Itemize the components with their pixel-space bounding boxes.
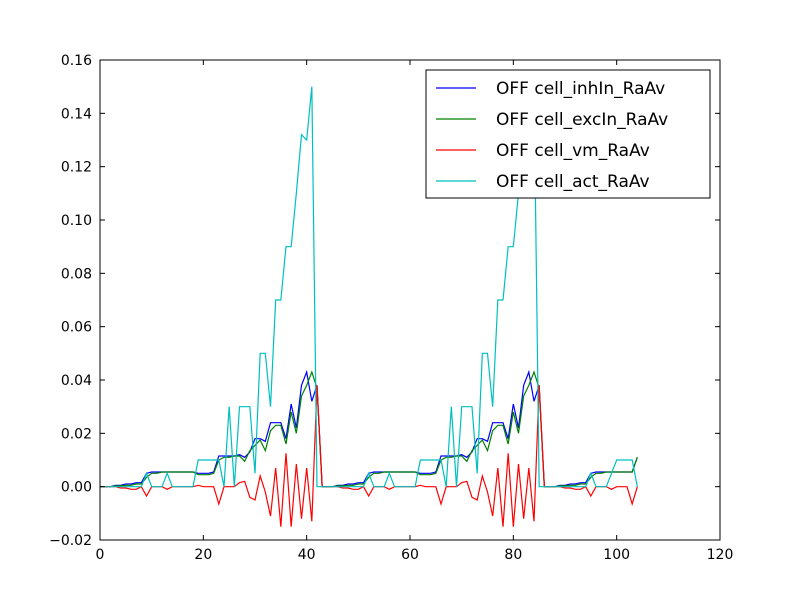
y-tick-label: 0.16: [61, 53, 92, 69]
y-tick-label: 0.12: [61, 160, 92, 176]
y-tick-label: 0.04: [61, 373, 92, 389]
plot-frame: [99, 59, 721, 541]
x-tick-label: 100: [603, 547, 630, 563]
x-tick-label: 80: [504, 547, 522, 563]
series-lines: [100, 86, 638, 527]
y-tick-label: 0.00: [61, 480, 92, 496]
x-tick-label: 20: [194, 547, 212, 563]
series-line-4: [100, 86, 638, 488]
y-tick-label: −0.02: [49, 533, 92, 549]
y-tick-label: 0.06: [61, 320, 92, 336]
x-tick-label: 40: [298, 547, 316, 563]
x-tick-label: 0: [96, 547, 105, 563]
y-tick-label: 0.10: [61, 213, 92, 229]
y-tick-label: 0.08: [61, 266, 92, 282]
y-tick-label: 0.02: [61, 426, 92, 442]
legend-label-2: OFF cell_excIn_RaAv: [496, 110, 668, 130]
legend-label-3: OFF cell_vm_RaAv: [496, 141, 650, 161]
axes-frame: [99, 59, 721, 541]
x-tick-label: 60: [401, 547, 419, 563]
y-tick-label: 0.14: [61, 106, 92, 122]
legend-box: [425, 69, 711, 199]
legend[interactable]: OFF cell_inhIn_RaAv OFF cell_excIn_RaAv OF…: [425, 69, 711, 199]
legend-label-1: OFF cell_inhIn_RaAv: [496, 79, 665, 99]
x-tick-label: 120: [707, 547, 734, 563]
legend-label-4: OFF cell_act_RaAv: [496, 172, 650, 192]
axis-ticks: 0 20 40 60 80 100 120 −0.02 0.00 0.02 0.04 0.06 0.08…: [49, 53, 733, 563]
